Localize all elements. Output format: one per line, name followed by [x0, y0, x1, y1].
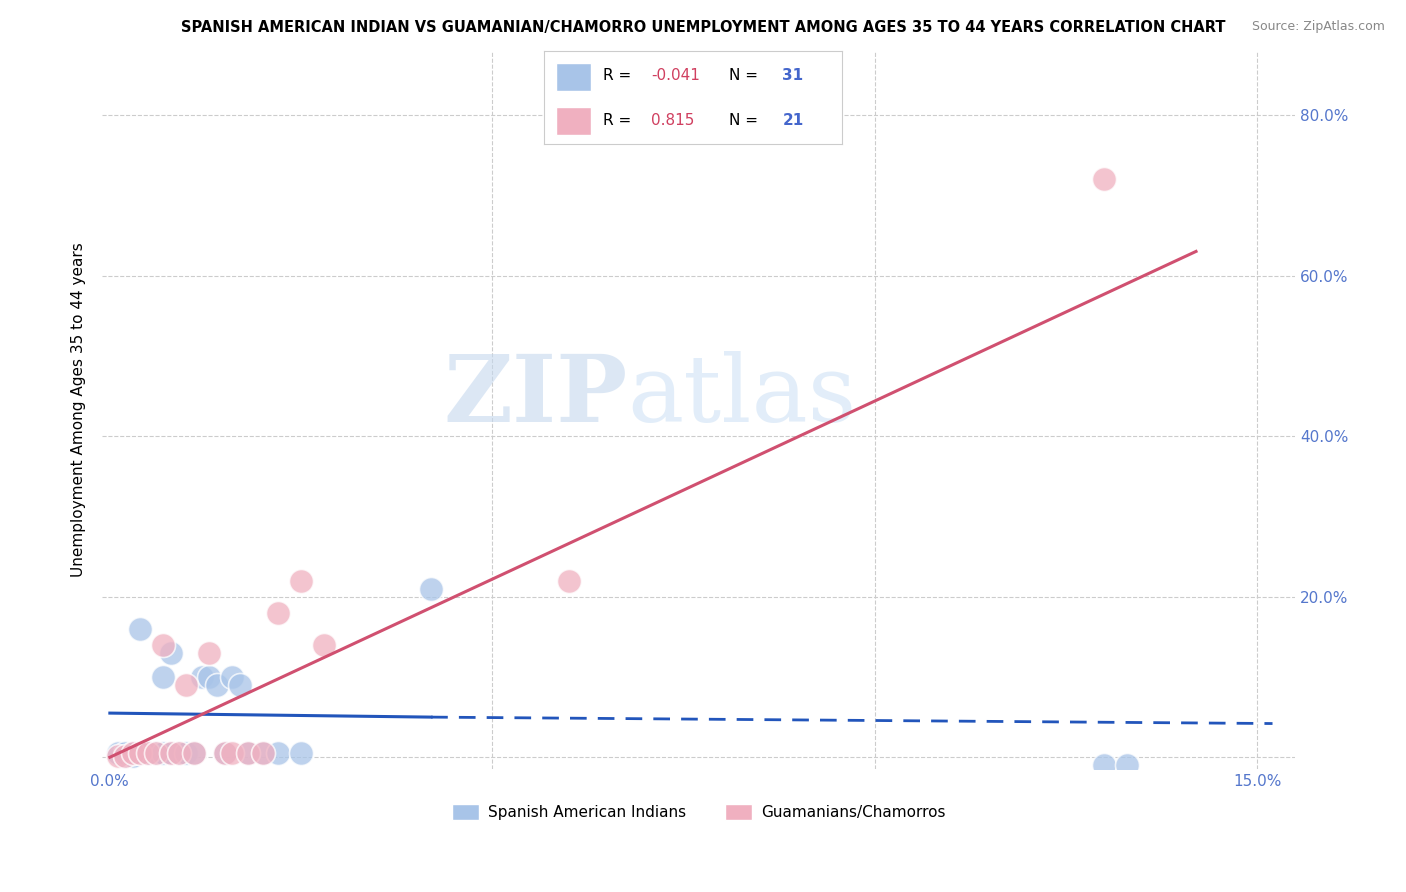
Point	[558, 574, 581, 588]
Point	[121, 748, 143, 763]
Point	[114, 748, 136, 763]
Point	[1092, 758, 1115, 772]
Point	[167, 746, 190, 760]
Text: SPANISH AMERICAN INDIAN VS GUAMANIAN/CHAMORRO UNEMPLOYMENT AMONG AGES 35 TO 44 Y: SPANISH AMERICAN INDIAN VS GUAMANIAN/CHA…	[181, 20, 1225, 35]
Point	[167, 746, 190, 760]
Text: ZIP: ZIP	[443, 351, 627, 441]
Point	[236, 746, 259, 760]
Point	[121, 746, 143, 760]
Point	[136, 746, 159, 760]
Y-axis label: Unemployment Among Ages 35 to 44 years: Unemployment Among Ages 35 to 44 years	[72, 243, 86, 577]
Point	[290, 746, 312, 760]
Point	[152, 670, 174, 684]
Point	[214, 746, 236, 760]
Point	[176, 678, 198, 692]
Text: atlas: atlas	[627, 351, 856, 441]
Point	[129, 746, 152, 760]
Point	[145, 746, 167, 760]
Point	[267, 606, 290, 620]
Point	[129, 622, 152, 636]
Point	[114, 748, 136, 763]
Point	[107, 746, 129, 760]
Point	[221, 746, 243, 760]
Point	[229, 678, 252, 692]
Point	[221, 670, 243, 684]
Point	[267, 746, 290, 760]
Point	[136, 746, 159, 760]
Point	[1092, 172, 1115, 186]
Point	[129, 746, 152, 760]
Point	[198, 646, 221, 660]
Point	[1116, 758, 1139, 772]
Point	[205, 678, 228, 692]
Point	[190, 670, 212, 684]
Point	[152, 746, 174, 760]
Point	[252, 746, 274, 760]
Point	[121, 746, 143, 760]
Point	[236, 746, 259, 760]
Point	[290, 574, 312, 588]
Point	[176, 746, 198, 760]
Point	[160, 746, 183, 760]
Point	[160, 746, 183, 760]
Legend: Spanish American Indians, Guamanians/Chamorros: Spanish American Indians, Guamanians/Cha…	[446, 798, 952, 826]
Point	[420, 582, 443, 596]
Point	[136, 746, 159, 760]
Point	[145, 746, 167, 760]
Point	[107, 748, 129, 763]
Point	[252, 746, 274, 760]
Point	[183, 746, 205, 760]
Point	[152, 638, 174, 652]
Point	[312, 638, 335, 652]
Point	[114, 746, 136, 760]
Point	[160, 646, 183, 660]
Point	[214, 746, 236, 760]
Point	[145, 746, 167, 760]
Text: Source: ZipAtlas.com: Source: ZipAtlas.com	[1251, 20, 1385, 33]
Point	[183, 746, 205, 760]
Point	[198, 670, 221, 684]
